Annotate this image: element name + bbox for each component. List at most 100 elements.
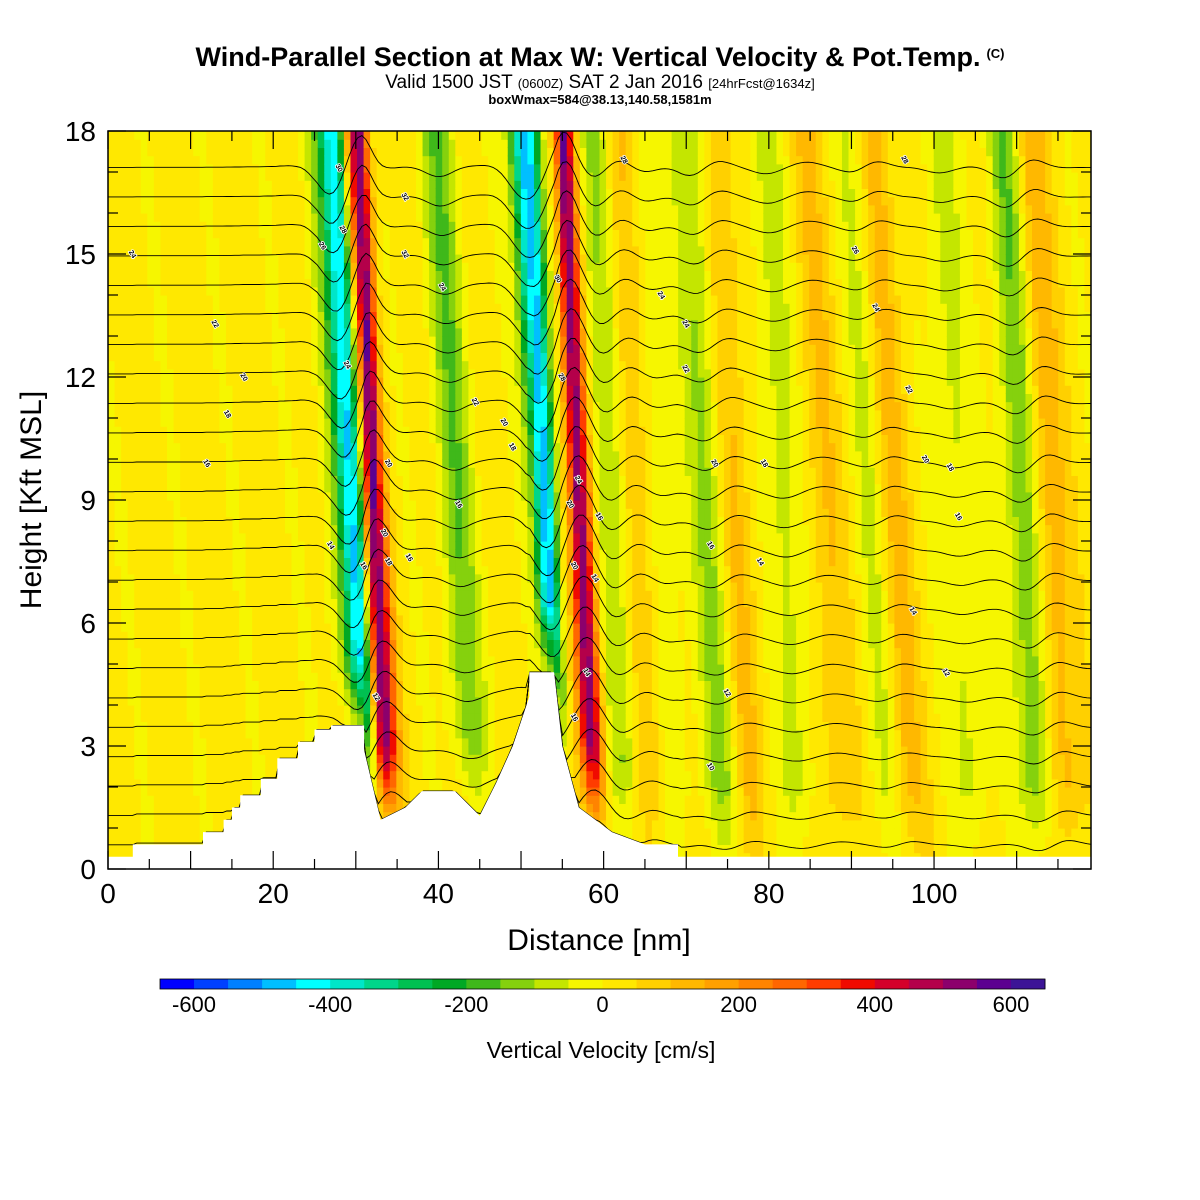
velocity-cell (166, 245, 175, 255)
velocity-cell (422, 426, 430, 435)
velocity-cell (134, 836, 142, 845)
velocity-cell (186, 295, 194, 304)
velocity-cell (376, 754, 384, 763)
velocity-cell (212, 237, 220, 247)
velocity-cell (304, 278, 312, 288)
velocity-cell (409, 295, 417, 304)
velocity-cell (376, 721, 384, 731)
velocity-cell (173, 778, 181, 788)
velocity-cell (402, 606, 411, 616)
velocity-cell (402, 450, 411, 460)
velocity-cell (180, 787, 188, 796)
velocity-cell (357, 393, 365, 403)
velocity-cell (291, 204, 299, 214)
velocity-cell (376, 213, 384, 222)
velocity-cell (337, 655, 345, 665)
velocity-cell (265, 147, 273, 157)
velocity-cell (350, 409, 358, 419)
velocity-cell (193, 696, 201, 706)
velocity-cell (376, 418, 384, 427)
velocity-cell (350, 442, 358, 452)
velocity-cell (225, 713, 234, 722)
velocity-cell (108, 770, 116, 780)
velocity-cell (232, 450, 240, 460)
velocity-cell (330, 278, 338, 288)
velocity-cell (232, 434, 240, 444)
velocity-cell (461, 614, 470, 624)
velocity-cell (212, 532, 220, 542)
velocity-cell (134, 819, 142, 829)
velocity-cell (134, 803, 142, 813)
velocity-cell (239, 360, 247, 370)
velocity-cell (330, 188, 338, 198)
velocity-cell (357, 450, 365, 460)
velocity-cell (160, 639, 168, 649)
velocity-cell (284, 172, 293, 181)
velocity-cell (435, 368, 443, 378)
velocity-cell (429, 672, 437, 681)
velocity-cell (193, 196, 201, 206)
velocity-cell (298, 262, 306, 271)
velocity-cell (134, 664, 142, 673)
velocity-cell (108, 516, 116, 526)
velocity-cell (245, 262, 253, 271)
velocity-cell (180, 286, 188, 296)
velocity-cell (448, 737, 456, 747)
velocity-cell (416, 787, 424, 796)
velocity-cell (304, 180, 312, 189)
velocity-cell (396, 163, 404, 173)
velocity-cell (311, 508, 319, 517)
velocity-cell (271, 229, 279, 239)
velocity-cell (304, 565, 312, 575)
velocity-cell (153, 147, 162, 157)
velocity-cell (357, 377, 365, 386)
velocity-cell (389, 418, 397, 427)
velocity-cell (206, 204, 214, 214)
velocity-cell (121, 573, 129, 583)
velocity-cell (140, 828, 148, 837)
velocity-cell (357, 549, 365, 558)
velocity-cell (311, 401, 319, 411)
velocity-cell (271, 352, 279, 362)
velocity-cell (461, 721, 470, 731)
velocity-cell (245, 360, 253, 370)
velocity-cell (160, 401, 168, 411)
velocity-cell (416, 196, 424, 206)
velocity-cell (402, 491, 411, 501)
velocity-cell (271, 770, 279, 780)
velocity-cell (252, 483, 260, 493)
velocity-cell (324, 401, 332, 411)
velocity-cell (153, 778, 162, 788)
velocity-cell (114, 590, 122, 599)
velocity-cell (298, 254, 306, 263)
velocity-cell (396, 557, 404, 567)
velocity-cell (357, 254, 365, 263)
velocity-cell (173, 754, 181, 763)
velocity-cell (239, 344, 247, 353)
velocity-cell (134, 508, 142, 517)
velocity-cell (324, 516, 332, 526)
velocity-cell (258, 737, 266, 747)
velocity-cell (442, 229, 450, 239)
velocity-cell (350, 319, 358, 329)
velocity-cell (278, 360, 286, 370)
velocity-cell (160, 352, 168, 362)
velocity-cell (252, 409, 260, 419)
velocity-cell (409, 237, 417, 247)
velocity-cell (468, 713, 476, 722)
velocity-cell (383, 721, 391, 731)
velocity-cell (206, 418, 214, 427)
velocity-cell (311, 204, 319, 214)
velocity-cell (232, 327, 240, 337)
velocity-cell (127, 598, 135, 608)
velocity-cell (147, 385, 155, 394)
velocity-cell (108, 393, 116, 403)
velocity-cell (199, 573, 207, 583)
velocity-cell (343, 606, 352, 616)
velocity-cell (383, 573, 391, 583)
velocity-cell (258, 286, 266, 296)
velocity-cell (350, 557, 358, 567)
velocity-cell (357, 590, 365, 599)
velocity-cell (147, 541, 155, 550)
velocity-cell (180, 262, 188, 271)
